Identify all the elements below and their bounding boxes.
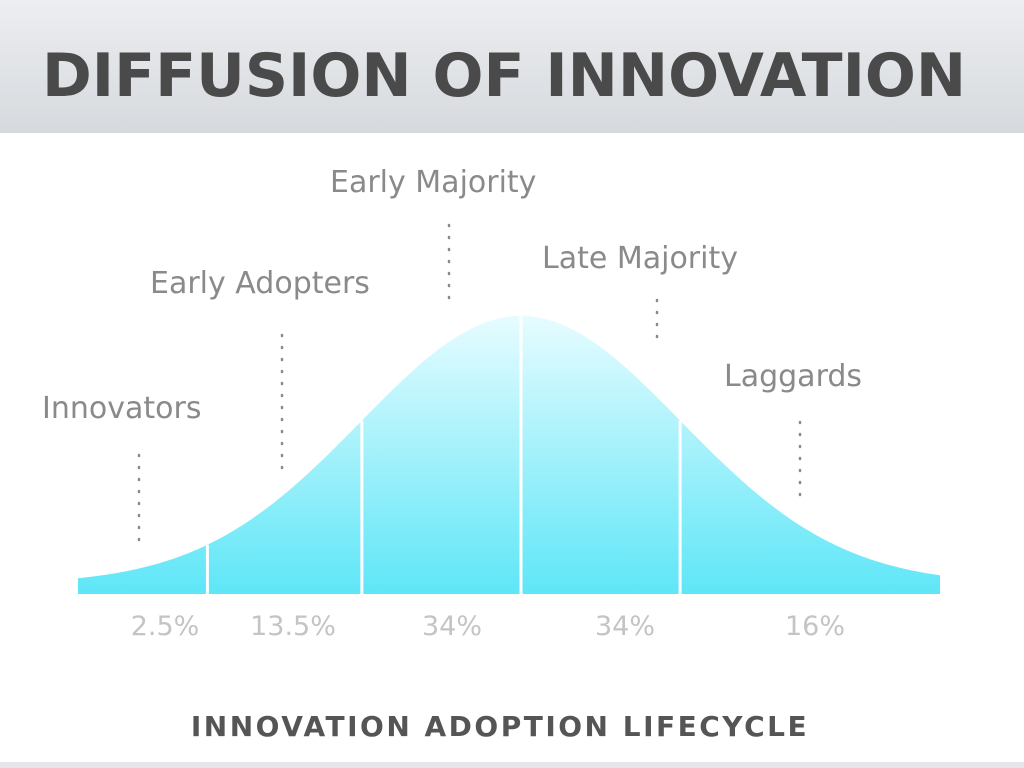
slide-title: DIFFUSION OF INNOVATION <box>42 41 966 111</box>
category-label: Early Adopters <box>150 266 370 301</box>
curve-segment <box>207 420 362 594</box>
curve-segment <box>78 544 208 594</box>
footer-band <box>0 762 1024 768</box>
curve-segment <box>680 420 940 594</box>
category-label: Innovators <box>42 391 201 426</box>
category-label: Late Majority <box>542 241 738 276</box>
percent-label: 34% <box>422 611 482 642</box>
percent-label: 2.5% <box>131 611 200 642</box>
percent-label: 13.5% <box>250 611 336 642</box>
percent-label: 16% <box>785 611 845 642</box>
curve-segment <box>361 316 521 594</box>
percent-label: 34% <box>595 611 655 642</box>
header-band <box>0 0 1024 133</box>
curve-segment <box>521 316 681 594</box>
subtitle: INNOVATION ADOPTION LIFECYCLE <box>191 710 809 743</box>
category-label: Early Majority <box>330 165 536 200</box>
category-label: Laggards <box>724 359 862 394</box>
